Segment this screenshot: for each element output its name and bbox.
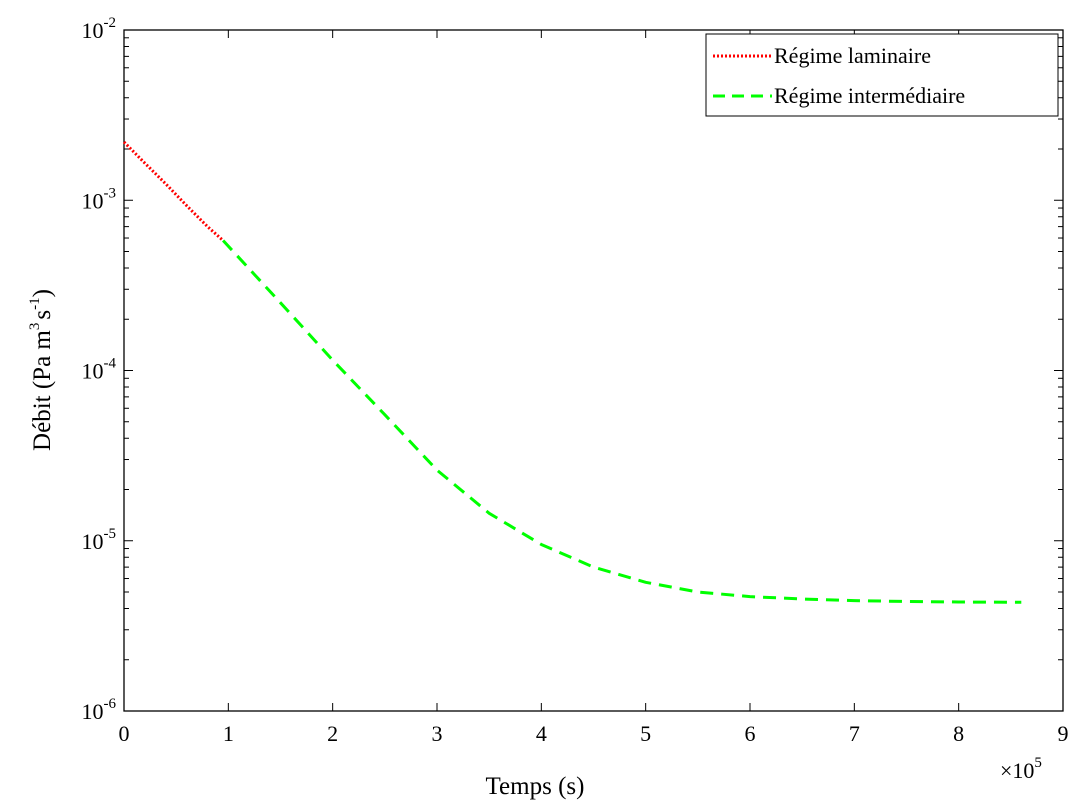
y-tick-exp: -4: [104, 356, 117, 372]
x-tick-label: 2: [327, 721, 338, 746]
y-axis-title-base: Débit (Pa m: [29, 330, 56, 451]
y-tick-base: 10: [82, 359, 104, 384]
series-line-laminaire: [122, 140, 225, 242]
legend-label-laminaire: Régime laminaire: [774, 43, 931, 68]
y-tick-exp: -3: [104, 185, 117, 201]
y-axis-title-end: ): [29, 289, 56, 297]
y-axis-title-mid: s: [29, 310, 56, 320]
y-tick-base: 10: [82, 529, 104, 554]
x-tick-label: 8: [953, 721, 964, 746]
y-axis-title-exp2: -1: [27, 297, 43, 310]
y-tick-label: 10-5: [82, 526, 117, 554]
x-tick-label: 0: [119, 721, 130, 746]
y-tick-label: 10-2: [82, 15, 117, 43]
legend-label-intermediaire: Régime intermédiaire: [774, 83, 965, 108]
y-tick-exp: -5: [104, 526, 117, 542]
plot-area: [123, 29, 1064, 712]
y-tick-label: 10-4: [82, 356, 117, 384]
x-tick-label: 4: [536, 721, 547, 746]
series-line-intermediaire: [221, 239, 1022, 604]
legend: Régime laminaire Régime intermédiaire: [705, 33, 1059, 117]
x-tick-label: 1: [223, 721, 234, 746]
y-tick-label: 10-3: [82, 185, 117, 213]
y-axis-title: Débit (Pa m3 s-1): [27, 289, 56, 451]
x-tick-label: 9: [1058, 721, 1069, 746]
legend-box: [705, 33, 1059, 117]
y-tick-base: 10: [82, 18, 104, 43]
x-axis-title: Temps (s): [486, 773, 585, 800]
y-tick-label: 10-6: [82, 696, 117, 724]
x-axis-multiplier: ×105: [1000, 755, 1042, 783]
y-axis: 10-610-510-410-310-2: [82, 15, 1063, 724]
x-tick-label: 3: [432, 721, 443, 746]
x-tick-label: 5: [640, 721, 651, 746]
series-layer: [122, 140, 1022, 604]
x-tick-label: 7: [849, 721, 860, 746]
y-axis-title-exp1: 3: [27, 323, 43, 331]
y-tick-base: 10: [82, 188, 104, 213]
x-axis: 0 1 2 3 4 5 6 7 8 9: [119, 30, 1069, 746]
y-tick-exp: -2: [104, 15, 117, 31]
y-tick-exp: -6: [104, 696, 117, 712]
x-tick-label: 6: [745, 721, 756, 746]
x-multiplier-base: ×10: [1000, 758, 1034, 783]
y-tick-base: 10: [82, 699, 104, 724]
x-multiplier-exp: 5: [1034, 755, 1042, 771]
